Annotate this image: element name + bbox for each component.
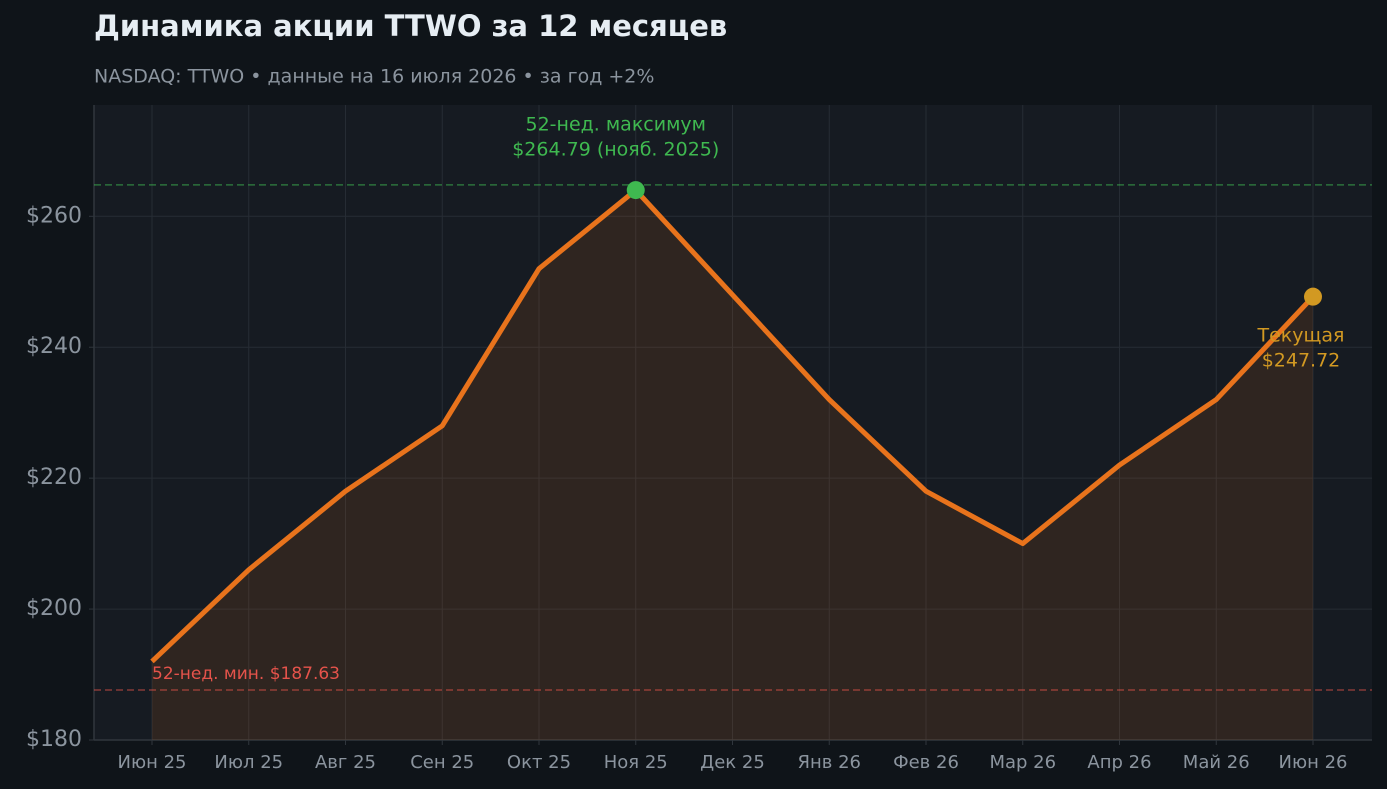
max-annotation: $264.79 (нояб. 2025) <box>512 139 719 161</box>
max-annotation: 52-нед. максимум <box>525 114 706 136</box>
x-tick-label: Июл 25 <box>214 752 283 773</box>
x-tick-label: Июн 26 <box>1278 752 1347 773</box>
y-tick-label: $180 <box>26 727 82 752</box>
max-marker <box>626 181 645 200</box>
x-tick-label: Сен 25 <box>410 752 474 773</box>
x-tick-label: Май 26 <box>1183 752 1250 773</box>
chart-title: Динамика акции TTWO за 12 месяцев <box>94 9 727 43</box>
y-tick-label: $200 <box>26 596 82 621</box>
x-tick-label: Авг 25 <box>315 752 376 773</box>
y-tick-label: $220 <box>26 465 82 490</box>
y-tick-label: $240 <box>26 334 82 359</box>
x-tick-label: Июн 25 <box>117 752 186 773</box>
x-tick-label: Ноя 25 <box>604 752 668 773</box>
y-tick-label: $260 <box>26 203 82 228</box>
chart-subtitle: NASDAQ: TTWO • данные на 16 июля 2026 • … <box>94 66 654 88</box>
current-annotation: Текущая <box>1257 325 1345 347</box>
x-tick-label: Окт 25 <box>507 752 571 773</box>
line <box>150 187 1315 664</box>
current-annotation: $247.72 <box>1262 350 1341 372</box>
min-annotation: 52-нед. мин. $187.63 <box>152 664 340 684</box>
x-tick-label: Янв 26 <box>797 752 861 773</box>
x-tick-label: Апр 26 <box>1087 752 1151 773</box>
x-tick-label: Фев 26 <box>893 752 959 773</box>
current-marker <box>1304 287 1322 306</box>
x-tick-label: Дек 25 <box>700 752 765 773</box>
area <box>152 190 1313 740</box>
x-tick-label: Мар 26 <box>989 752 1056 773</box>
